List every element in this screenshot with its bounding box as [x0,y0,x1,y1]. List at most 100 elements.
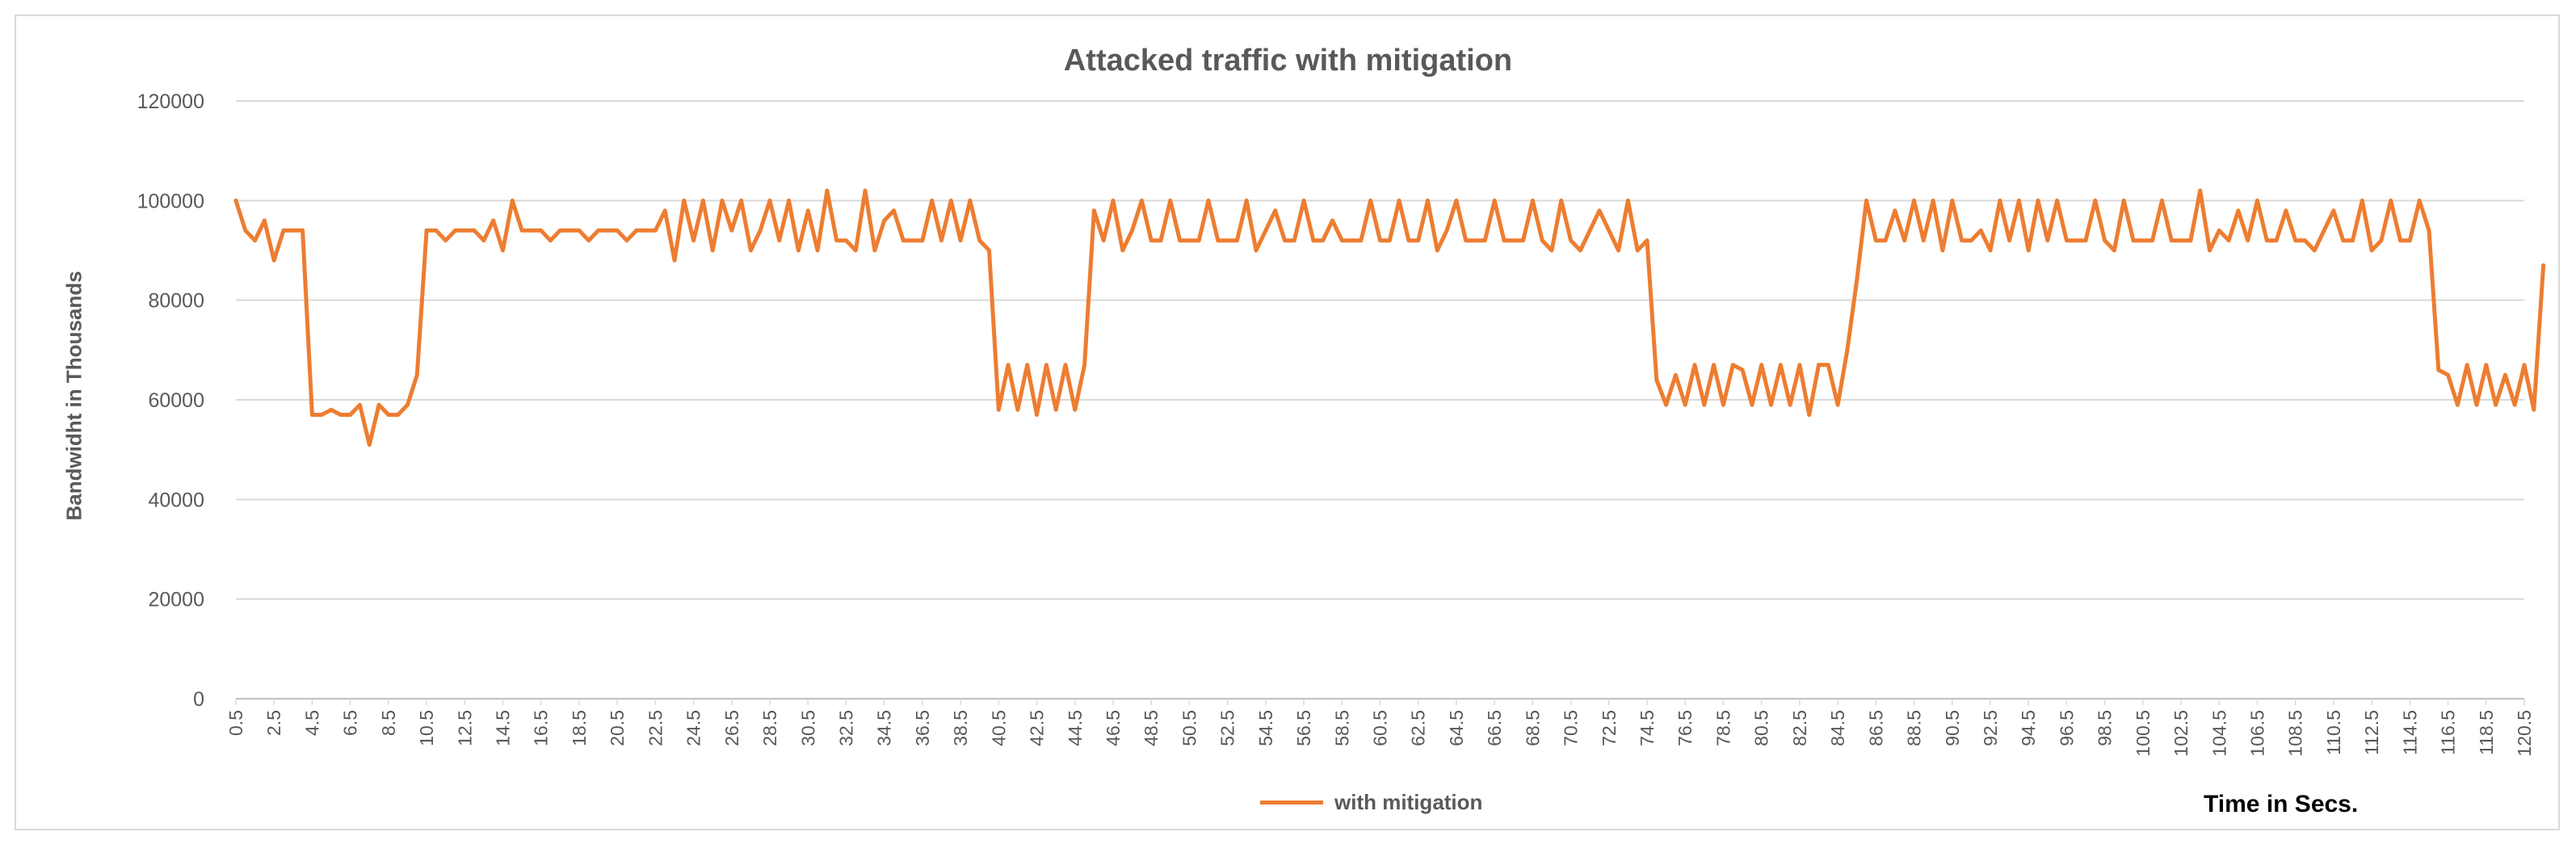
data-point [844,238,848,243]
data-point [2417,198,2422,203]
data-point [710,248,715,253]
data-point [1454,198,1459,203]
data-point [2398,238,2402,243]
data-point [1082,363,1086,368]
data-point [2236,208,2241,213]
data-point [1378,238,1382,243]
x-tick-label: 82.5 [1789,710,1810,746]
x-tick-label: 28.5 [759,710,780,746]
x-tick-label: 42.5 [1027,710,1048,746]
data-point [567,228,572,233]
data-point [1406,238,1411,243]
data-point [1196,238,1201,243]
data-point [767,198,772,203]
x-axis-label: Time in Secs. [2204,791,2359,817]
x-tick-label: 120.5 [2514,710,2535,757]
data-point [1855,278,1860,283]
data-point [1721,402,1725,407]
data-point [406,402,410,407]
data-point [701,198,705,203]
data-point [253,238,257,243]
data-point [462,228,467,233]
x-tick-label: 92.5 [1980,710,2001,746]
data-point [2065,238,2069,243]
data-point [2465,363,2469,368]
data-point [291,228,296,233]
data-point [2369,248,2374,253]
data-point [2121,198,2126,203]
x-tick-label: 0.5 [225,710,246,736]
data-point [1263,228,1268,233]
data-point [376,402,381,407]
data-point [2331,208,2336,213]
data-point [1273,208,1278,213]
x-tick-label: 70.5 [1561,710,1582,746]
data-point [1559,198,1564,203]
data-point [2407,238,2412,243]
data-point [1817,363,1821,368]
data-point [892,208,896,213]
data-point [1359,238,1364,243]
data-point [1216,238,1221,243]
data-point [1893,208,1897,213]
data-point [805,208,810,213]
gridlines [235,100,2525,705]
data-point [243,228,248,233]
x-tick-label: 108.5 [2285,710,2306,757]
data-point [2351,238,2355,243]
data-point [1063,363,1068,368]
data-point [948,198,953,203]
data-point [1998,198,2002,203]
data-point [539,228,544,233]
data-point [386,413,391,417]
data-point [930,198,935,203]
data-point [519,228,524,233]
data-point [2141,238,2145,243]
data-point [1025,363,1030,368]
data-point [2322,228,2326,233]
data-point [653,228,658,233]
data-point [606,228,610,233]
x-tick-label: 46.5 [1103,710,1124,746]
data-point [920,238,925,243]
data-point [968,198,973,203]
x-tick-label: 110.5 [2323,710,2344,755]
data-point [1244,198,1249,203]
data-point [2169,238,2174,243]
data-point [2026,248,2031,253]
data-point [2312,248,2317,253]
data-point [2274,238,2279,243]
data-point [1178,238,1182,243]
data-point [510,198,515,203]
data-point [1092,208,1096,213]
x-tick-label: 38.5 [950,710,971,746]
x-tick-label: 94.5 [2018,710,2039,746]
data-point [1368,198,1373,203]
data-point [2474,402,2479,407]
x-tick-label: 102.5 [2170,710,2191,757]
data-point [2456,402,2460,407]
data-point [2103,238,2107,243]
data-point [1416,238,1421,243]
x-tick-label: 112.5 [2361,710,2382,755]
data-point [1330,218,1334,223]
x-tick-label: 62.5 [1408,710,1429,746]
data-point [2255,198,2259,203]
data-point [662,208,667,213]
data-point [1635,248,1640,253]
data-point [281,228,286,233]
x-tick-label: 6.5 [340,710,361,736]
x-tick-label: 36.5 [912,710,933,746]
data-point [1426,198,1430,203]
data-point [2379,238,2384,243]
data-point [939,238,943,243]
data-point [1140,198,1144,203]
x-tick-label: 20.5 [607,710,628,746]
data-point [2217,228,2221,233]
chart-frame [15,15,2560,830]
data-point [1130,228,1134,233]
data-point [548,238,553,243]
data-point [348,413,352,417]
data-point [2055,198,2060,203]
data-point [2007,238,2012,243]
